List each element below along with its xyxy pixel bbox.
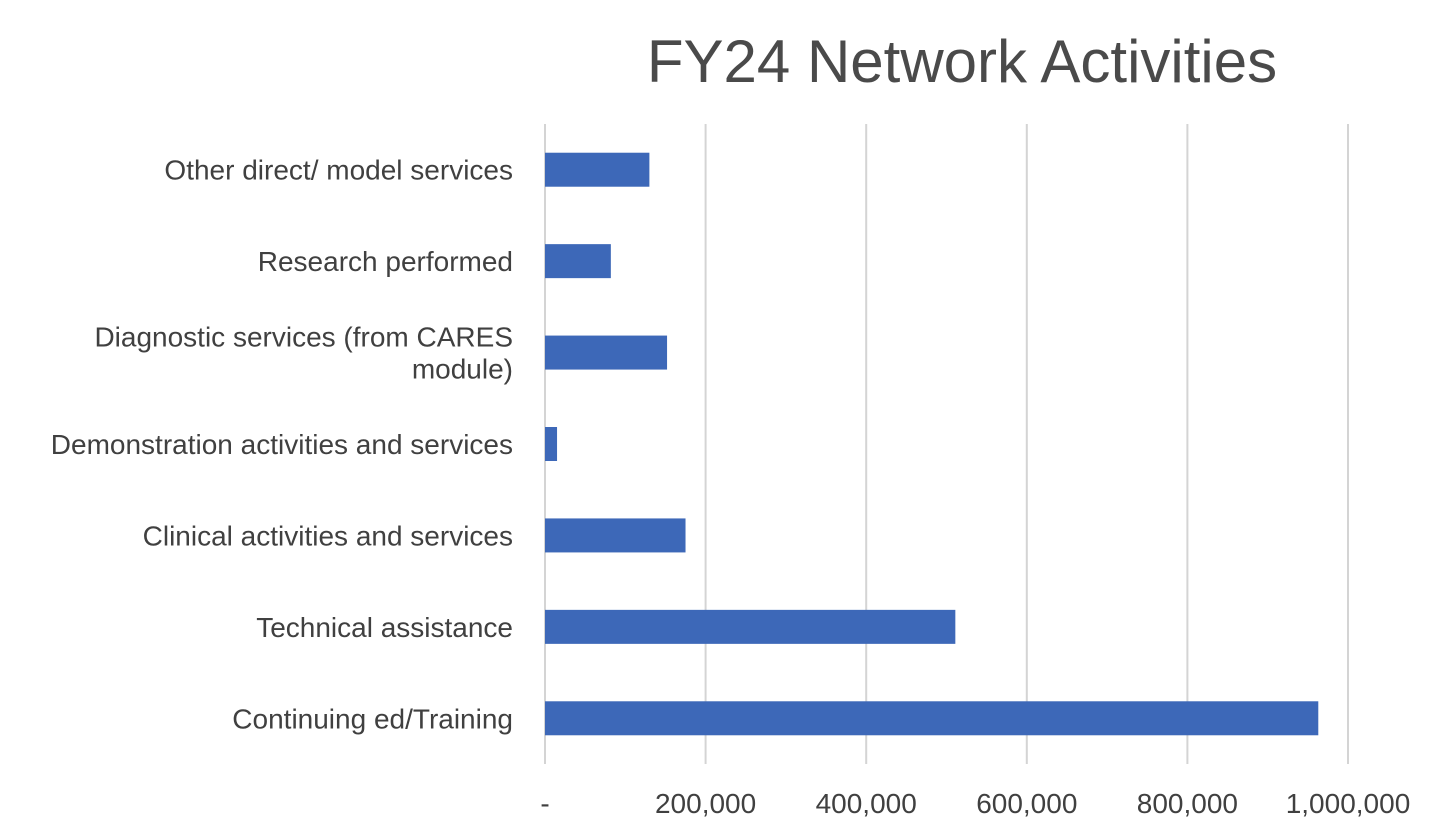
- category-label: Technical assistance: [256, 612, 513, 643]
- x-tick-label: -: [540, 788, 549, 819]
- x-tick-label: 400,000: [816, 788, 917, 819]
- category-label: Continuing ed/Training: [232, 703, 513, 734]
- x-tick-label: 1,000,000: [1286, 788, 1411, 819]
- bar: [545, 518, 686, 553]
- bars: [545, 152, 1319, 736]
- category-labels: Other direct/ model services Research per…: [51, 155, 513, 735]
- x-tick-label: 600,000: [976, 788, 1077, 819]
- category-label: Demonstration activities and services: [51, 429, 513, 460]
- bar: [545, 609, 956, 644]
- x-tick-label: 200,000: [655, 788, 756, 819]
- chart-title: FY24 Network Activities: [647, 28, 1277, 95]
- bar: [545, 152, 650, 187]
- category-label: Research performed: [258, 246, 513, 277]
- gridlines: [544, 124, 1349, 764]
- category-label: Other direct/ model services: [164, 155, 513, 186]
- bar: [545, 701, 1319, 736]
- x-tick-label: 800,000: [1137, 788, 1238, 819]
- bar: [545, 427, 558, 461]
- category-label: Clinical activities and services: [143, 520, 513, 551]
- category-label: Diagnostic services (from CARES module): [94, 322, 513, 385]
- bar: [545, 335, 668, 370]
- bar: [545, 244, 611, 279]
- x-axis-tick-labels: - 200,000 400,000 600,000 800,000 1,000,000: [540, 788, 1410, 819]
